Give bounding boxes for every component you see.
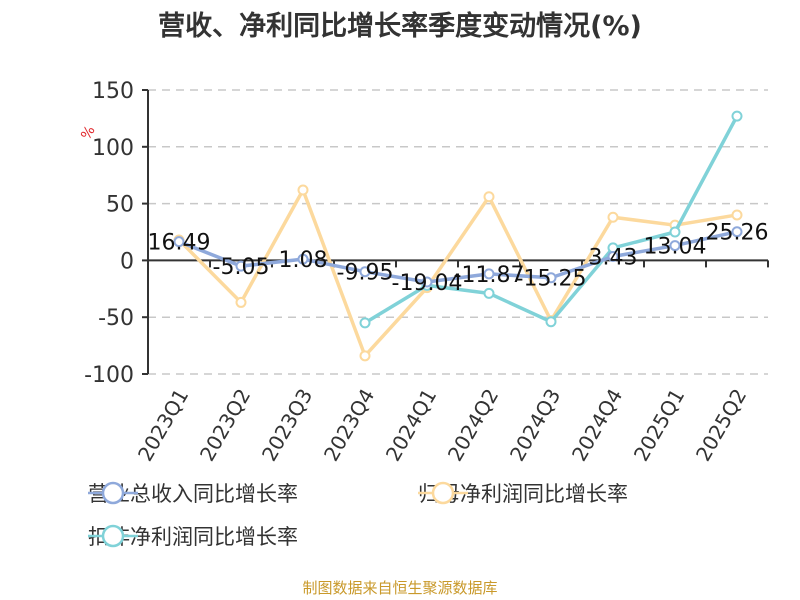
x-tick-label: 2023Q3 bbox=[257, 385, 317, 466]
legend-item-revenue[interactable]: 营业总收入同比增长率 bbox=[88, 478, 298, 508]
y-tick-label: 50 bbox=[106, 193, 134, 218]
y-tick-label: -50 bbox=[98, 306, 134, 331]
legend-line-circle-icon bbox=[88, 481, 138, 505]
data-point bbox=[235, 260, 247, 272]
legend-item-net-profit[interactable]: 归母净利润同比增长率 bbox=[418, 478, 628, 508]
x-tick-label: 2024Q4 bbox=[567, 385, 627, 466]
data-point bbox=[359, 266, 371, 278]
data-label: -11.87 bbox=[454, 263, 525, 288]
source-footer: 制图数据来自恒生聚源数据库 bbox=[302, 579, 498, 597]
data-label: -15.25 bbox=[516, 267, 587, 292]
data-point bbox=[731, 226, 743, 238]
series-line bbox=[177, 188, 738, 358]
y-tick-label: 100 bbox=[92, 136, 134, 161]
y-tick-label: 150 bbox=[92, 79, 134, 104]
data-point bbox=[483, 268, 495, 280]
legend-line-circle-icon bbox=[418, 481, 468, 505]
x-tick-label: 2023Q4 bbox=[319, 385, 379, 466]
y-tick-label: -100 bbox=[84, 363, 134, 388]
data-point bbox=[421, 276, 433, 288]
x-tick-label: 2024Q2 bbox=[443, 385, 503, 466]
data-point bbox=[669, 240, 681, 252]
data-label: 3.43 bbox=[589, 246, 638, 271]
x-tick-label: 2024Q1 bbox=[381, 385, 441, 466]
x-tick-label: 2025Q2 bbox=[691, 385, 751, 466]
data-point bbox=[607, 251, 619, 263]
data-point bbox=[669, 226, 681, 238]
data-point bbox=[731, 209, 743, 221]
x-tick-label: 2025Q1 bbox=[629, 385, 689, 466]
data-label: 1.08 bbox=[279, 248, 328, 273]
data-point bbox=[297, 184, 309, 196]
data-label: -9.95 bbox=[337, 261, 394, 286]
data-point bbox=[359, 350, 371, 362]
x-tick-label: 2023Q2 bbox=[195, 385, 255, 466]
data-point bbox=[545, 272, 557, 284]
data-point bbox=[483, 191, 495, 203]
legend-line-circle-icon bbox=[88, 524, 138, 548]
y-tick-label: 0 bbox=[120, 249, 134, 274]
data-label: 25.26 bbox=[706, 221, 769, 246]
data-label: 13.04 bbox=[644, 235, 707, 260]
legend-item-deducted-net-profit[interactable]: 扣非净利润同比增长率 bbox=[88, 521, 298, 551]
data-point bbox=[607, 211, 619, 223]
data-point bbox=[731, 110, 743, 122]
x-tick-label: 2023Q1 bbox=[133, 385, 193, 466]
data-point bbox=[545, 316, 557, 328]
data-label: -19.04 bbox=[392, 271, 463, 296]
data-label: -5.05 bbox=[213, 255, 270, 280]
chart-title: 营收、净利同比增长率季度变动情况(%) bbox=[158, 11, 642, 42]
data-point bbox=[297, 253, 309, 265]
data-point bbox=[173, 236, 185, 248]
data-point bbox=[235, 296, 247, 308]
data-label: 16.49 bbox=[148, 231, 211, 256]
data-point bbox=[359, 317, 371, 329]
series-line bbox=[178, 229, 738, 284]
data-point bbox=[483, 287, 495, 299]
x-tick-label: 2024Q3 bbox=[505, 385, 565, 466]
